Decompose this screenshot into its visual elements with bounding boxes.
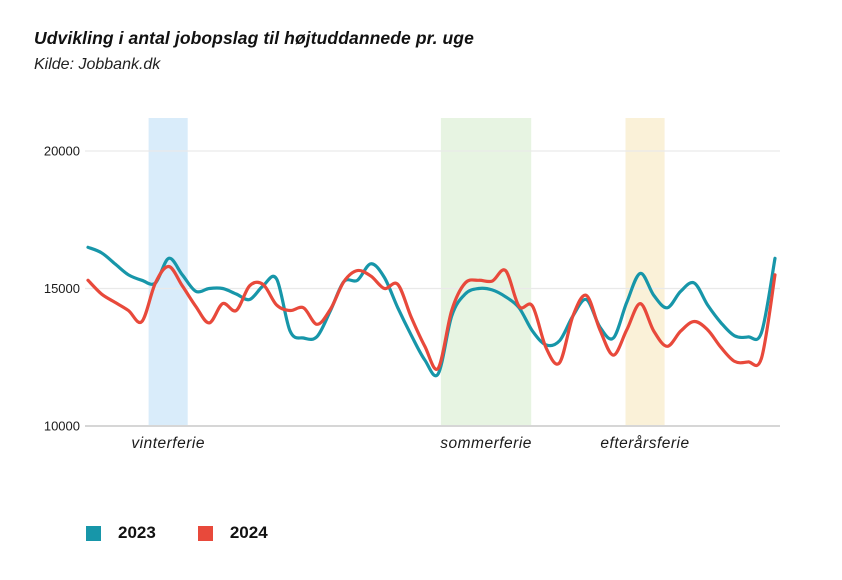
series-2024-line (86, 264, 777, 371)
y-tick-label: 15000 (44, 281, 80, 296)
jobs-line-chart: 10000 15000 20000 vinterferie sommerferie eft… (44, 118, 780, 452)
y-tick-label: 10000 (44, 419, 80, 434)
legend-swatch-2024 (197, 525, 213, 541)
legend-item-2024: 2024 (197, 523, 268, 543)
legend-label-2023: 2023 (118, 523, 156, 542)
band-label-vinterferie: vinterferie (131, 435, 205, 452)
chart-header: Udvikling i antal jobopslag til højtudda… (34, 28, 474, 74)
chart-title: Udvikling i antal jobopslag til højtudda… (34, 28, 474, 48)
band-label-efterrsferie: efterårsferie (600, 435, 689, 452)
chart-source: Kilde: Jobbank.dk (34, 56, 161, 73)
legend: 2023 2024 (86, 523, 268, 543)
series-2023-line (86, 245, 777, 378)
band-sommerferie (440, 118, 532, 425)
legend-item-2023: 2023 (86, 523, 156, 543)
legend-label-2024: 2024 (229, 523, 268, 542)
band-label-sommerferie: sommerferie (440, 435, 532, 452)
legend-swatch-2023 (86, 525, 101, 541)
band-efterrsferie (625, 118, 665, 425)
y-tick-label: 20000 (44, 144, 80, 159)
